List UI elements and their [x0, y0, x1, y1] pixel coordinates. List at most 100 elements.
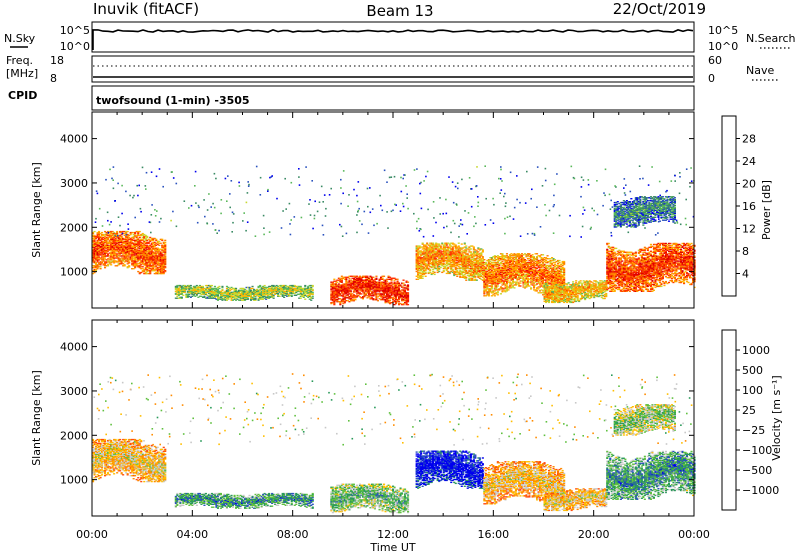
echo-cell [161, 239, 163, 240]
echo-cell [312, 285, 314, 286]
echo-cell [218, 286, 220, 287]
echo-cell [336, 282, 338, 283]
freq-label: Freq. [6, 54, 33, 67]
echo-cell [441, 243, 443, 244]
echo-cell [455, 244, 457, 245]
echo-cell [164, 266, 166, 267]
echo-cell [382, 278, 384, 279]
echo-cell [440, 267, 442, 268]
echo-cell [506, 253, 508, 254]
nsky-label: N.Sky [4, 32, 36, 45]
echo-cell [146, 236, 148, 237]
echo-cell [507, 279, 509, 280]
echo-cell [456, 270, 458, 271]
echo-cell [312, 292, 314, 293]
echo-cell [429, 269, 431, 270]
nsky-tick-bottom-right: 10^0 [708, 40, 738, 53]
echo-cell [461, 243, 463, 244]
echo-cell [425, 276, 427, 277]
nsky-tick-top-left: 10^5 [60, 24, 90, 37]
nave-tick-bottom: 0 [708, 72, 715, 85]
echo-cell [366, 276, 368, 277]
echo-cell [139, 237, 141, 238]
echo-cell [403, 280, 405, 281]
echo-cell [438, 243, 440, 244]
echo-cell [407, 284, 409, 285]
echo-cell [497, 285, 499, 286]
echo-cell [407, 304, 409, 305]
echo-cell [507, 289, 509, 290]
echo-cell [127, 231, 129, 232]
echo-cell [477, 251, 479, 252]
nsky-trace [93, 30, 693, 50]
echo-cell [128, 265, 130, 266]
echo-cell [452, 269, 454, 270]
echo-cell [333, 279, 335, 280]
freq-panel [92, 56, 694, 82]
freq-tick-top: 18 [50, 54, 64, 67]
station-title: Inuvik (fitACF) [93, 0, 199, 18]
echo-cell [100, 266, 102, 267]
nave-tick-top: 60 [708, 54, 722, 67]
echo-cell [497, 291, 499, 292]
echo-cell [470, 251, 472, 252]
echo-cell [400, 284, 402, 285]
echo-region [175, 285, 314, 301]
echo-cell [312, 296, 314, 297]
echo-cell [403, 283, 405, 284]
nave-label: Nave [746, 64, 774, 77]
echo-cell [422, 276, 424, 277]
echo-cell [377, 300, 379, 301]
echo-cell [375, 278, 377, 279]
echo-cell [519, 285, 521, 286]
freq-unit: [MHz] [6, 67, 38, 80]
echo-cell [407, 292, 409, 293]
echo-cell [181, 297, 183, 298]
echo-cell [465, 245, 467, 246]
echo-cell [110, 264, 112, 265]
echo-region [330, 276, 409, 306]
echo-region [92, 231, 166, 274]
echo-cell [348, 278, 350, 279]
nsky-line [93, 30, 693, 50]
echo-cell [94, 231, 96, 232]
echo-cell [372, 277, 374, 278]
echo-cell [458, 245, 460, 246]
echo-cell [407, 282, 409, 283]
echo-cell [465, 280, 467, 281]
echo-cell [513, 287, 515, 288]
echo-cell [494, 295, 496, 296]
echo-cell [128, 261, 130, 262]
echo-cell [291, 295, 293, 296]
echo-cell [221, 289, 223, 290]
echo-cell [458, 243, 460, 244]
echo-cell [273, 298, 275, 299]
echo-cell [155, 239, 157, 240]
echo-cell [182, 295, 184, 296]
echo-cell [235, 288, 237, 289]
echo-cell [422, 278, 424, 279]
echo-cell [500, 293, 502, 294]
echo-cell [389, 300, 391, 301]
echo-cell [255, 298, 257, 299]
power-echo-layer [92, 165, 696, 305]
echo-cell [474, 276, 476, 277]
echo-cell [465, 270, 467, 271]
echo-cell [350, 290, 352, 291]
echo-cell [467, 253, 469, 254]
echo-cell [522, 257, 524, 258]
echo-cell [142, 266, 144, 267]
date-title: 22/Oct/2019 [613, 0, 706, 18]
echo-cell [211, 285, 213, 286]
echo-cell [360, 293, 362, 294]
echo-cell [264, 285, 266, 286]
echo-cell [501, 261, 503, 262]
echo-cell [164, 244, 166, 245]
echo-cell [519, 282, 521, 283]
echo-cell [190, 285, 192, 286]
nsky-tick-bottom-left: 10^0 [60, 40, 90, 53]
echo-cell [158, 241, 160, 242]
echo-cell [438, 271, 440, 272]
echo-cell [398, 301, 400, 302]
echo-cell [203, 296, 205, 297]
